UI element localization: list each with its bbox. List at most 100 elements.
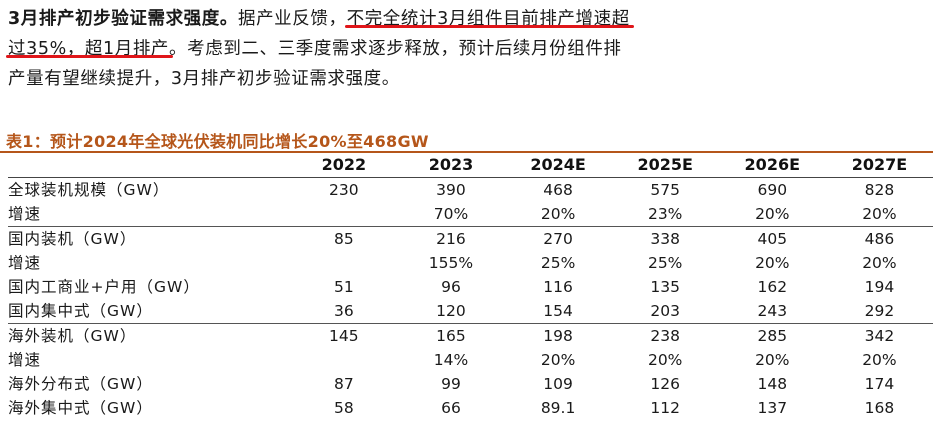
table-cell: 20% bbox=[755, 205, 790, 223]
column-header: 2025E bbox=[611, 153, 719, 178]
table-cell: 270 bbox=[504, 226, 612, 251]
highlight-underline-1: 不完全统计3月组件目前排产增速超 bbox=[346, 9, 630, 29]
table-cell: 66 bbox=[441, 399, 461, 417]
table-cell: 51 bbox=[333, 278, 354, 296]
table-row: 国内工商业+户用（GW） 51 96 116 135 162 194 bbox=[8, 275, 933, 299]
table-cell: 89.1 bbox=[540, 399, 576, 417]
row-label: 增速 bbox=[8, 205, 42, 223]
table-cell: 575 bbox=[650, 181, 680, 199]
table-cell bbox=[290, 251, 397, 275]
row-label: 国内集中式（GW） bbox=[8, 302, 153, 320]
table-row: 海外装机（GW） 145 165 198 238 285 342 bbox=[8, 323, 933, 348]
table-cell: 338 bbox=[611, 226, 719, 251]
table-row: 增速 70% 20% 23% 20% 20% bbox=[8, 202, 933, 227]
paragraph-line-1: 3月排产初步验证需求强度。据产业反馈，不完全统计3月组件目前排产增速超 bbox=[8, 4, 923, 34]
row-label: 增速 bbox=[8, 351, 42, 369]
table-cell: 126 bbox=[650, 375, 680, 393]
table-header-row: 2022 2023 2024E 2025E 2026E 2027E bbox=[8, 153, 933, 178]
table-cell: 116 bbox=[543, 278, 573, 296]
table-row: 全球装机规模（GW） 230 390 468 575 690 828 bbox=[8, 178, 933, 203]
table-cell: 135 bbox=[650, 278, 680, 296]
table-cell: 99 bbox=[441, 375, 461, 393]
data-table: 2022 2023 2024E 2025E 2026E 2027E 全球装机规模… bbox=[8, 153, 933, 420]
row-label: 国内工商业+户用（GW） bbox=[8, 278, 200, 296]
column-header: 2026E bbox=[718, 153, 826, 178]
row-label: 海外集中式（GW） bbox=[8, 399, 153, 417]
table-cell: 165 bbox=[397, 323, 505, 348]
table-cell: 20% bbox=[647, 351, 683, 369]
table-cell: 14% bbox=[433, 351, 469, 369]
table-cell: 405 bbox=[718, 226, 826, 251]
table-cell: 238 bbox=[611, 323, 719, 348]
table-cell: 20% bbox=[540, 351, 576, 369]
table-cell: 285 bbox=[718, 323, 826, 348]
table-cell: 468 bbox=[543, 181, 573, 199]
row-label: 增速 bbox=[8, 254, 42, 272]
paragraph-text: 。考虑到二、三季度需求逐步释放，预计后续月份组件排 bbox=[169, 39, 622, 59]
paragraph-text: 据产业反馈， bbox=[237, 9, 347, 29]
table-cell: 162 bbox=[757, 278, 788, 296]
table-row: 海外集中式（GW） 58 66 89.1 112 137 168 bbox=[8, 396, 933, 420]
table-row: 海外分布式（GW） 87 99 109 126 148 174 bbox=[8, 372, 933, 396]
column-header bbox=[8, 153, 291, 178]
paragraph-line-3: 产量有望继续提升，3月排产初步验证需求强度。 bbox=[8, 69, 400, 89]
table-cell: 20% bbox=[755, 351, 790, 369]
row-label: 国内装机（GW） bbox=[8, 226, 291, 251]
table-cell: 70% bbox=[433, 205, 469, 223]
table-cell: 137 bbox=[757, 399, 788, 417]
table-cell: 168 bbox=[864, 399, 895, 417]
table-cell: 23% bbox=[647, 205, 683, 223]
table-cell: 25% bbox=[647, 254, 683, 272]
table-cell: 87 bbox=[333, 375, 354, 393]
table-cell: 109 bbox=[543, 375, 573, 393]
table-cell: 486 bbox=[825, 226, 933, 251]
row-label: 海外分布式（GW） bbox=[8, 375, 153, 393]
table-cell: 120 bbox=[436, 302, 466, 320]
table-caption: 表1：预计2024年全球光伏装机同比增长20%至468GW bbox=[6, 132, 429, 151]
table-row: 增速 155% 25% 25% 20% 20% bbox=[8, 251, 933, 275]
highlight-underline-2: 过35%，超1月排产 bbox=[8, 39, 170, 59]
table-cell: 85 bbox=[290, 226, 398, 251]
table-cell: 342 bbox=[825, 323, 933, 348]
column-header: 2027E bbox=[825, 153, 933, 178]
table-cell bbox=[290, 202, 397, 227]
table-cell: 58 bbox=[333, 399, 354, 417]
table-cell: 20% bbox=[862, 254, 897, 272]
row-label: 海外装机（GW） bbox=[8, 323, 291, 348]
table-cell: 20% bbox=[862, 351, 897, 369]
table-cell: 203 bbox=[650, 302, 680, 320]
table-cell: 198 bbox=[504, 323, 612, 348]
table-cell: 194 bbox=[864, 278, 895, 296]
table-cell: 25% bbox=[540, 254, 576, 272]
table-cell: 690 bbox=[757, 181, 788, 199]
table-row: 增速 14% 20% 20% 20% 20% bbox=[8, 348, 933, 372]
table-cell: 828 bbox=[864, 181, 895, 199]
table-row: 国内集中式（GW） 36 120 154 203 243 292 bbox=[8, 299, 933, 324]
table-cell: 96 bbox=[441, 278, 461, 296]
table-body: 全球装机规模（GW） 230 390 468 575 690 828 增速 70% 20% 23% 2… bbox=[8, 178, 933, 421]
table-cell: 216 bbox=[397, 226, 505, 251]
table-cell: 145 bbox=[290, 323, 398, 348]
column-header: 2024E bbox=[504, 153, 612, 178]
table-cell: 390 bbox=[436, 181, 466, 199]
table-cell: 112 bbox=[650, 399, 680, 417]
table-cell: 155% bbox=[428, 254, 474, 272]
column-header: 2022 bbox=[290, 153, 398, 178]
column-header: 2023 bbox=[397, 153, 505, 178]
table-cell: 20% bbox=[862, 205, 897, 223]
paragraph-line-2: 过35%，超1月排产。考虑到二、三季度需求逐步释放，预计后续月份组件排 bbox=[8, 34, 923, 64]
row-label: 全球装机规模（GW） bbox=[8, 181, 170, 199]
table-cell: 243 bbox=[757, 302, 788, 320]
table-cell: 20% bbox=[755, 254, 790, 272]
table-cell: 148 bbox=[757, 375, 788, 393]
table-row: 国内装机（GW） 85 216 270 338 405 486 bbox=[8, 226, 933, 251]
paragraph-lead: 3月排产初步验证需求强度。 bbox=[8, 9, 238, 29]
caption-rule bbox=[0, 151, 933, 153]
table-cell: 230 bbox=[329, 181, 359, 199]
table-cell bbox=[290, 348, 397, 372]
table-cell: 154 bbox=[543, 302, 573, 320]
table-cell: 36 bbox=[333, 302, 354, 320]
paragraph: 3月排产初步验证需求强度。据产业反馈，不完全统计3月组件目前排产增速超 过35%… bbox=[8, 4, 923, 94]
table-cell: 20% bbox=[540, 205, 576, 223]
table-cell: 174 bbox=[864, 375, 895, 393]
